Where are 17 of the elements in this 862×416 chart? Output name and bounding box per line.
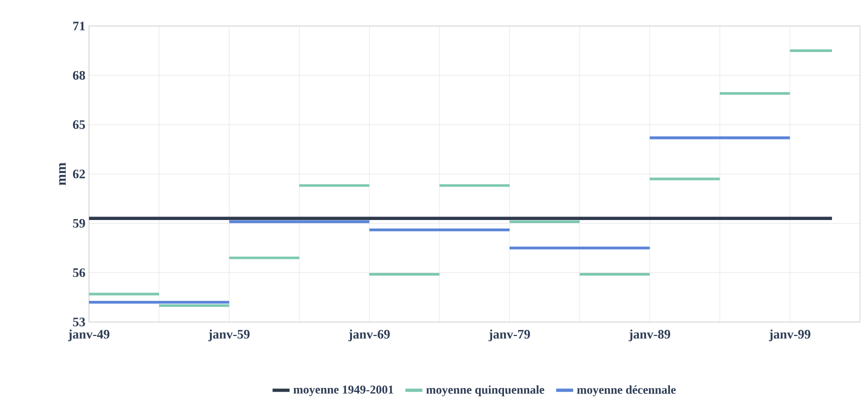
x-tick-label: janv-79 [488,330,530,342]
y-tick-label: 65 [72,120,86,130]
x-tick-label: janv-99 [768,330,810,342]
x-tick-label: janv-59 [208,330,250,342]
legend-label: moyenne 1949-2001 [293,386,394,396]
legend-label: moyenne décennale [577,385,676,396]
x-tick-label: janv-49 [68,330,110,342]
y-tick-label: 68 [72,70,86,80]
y-tick-label: 53 [73,318,86,326]
legend-label: moyenne quinquennale [426,385,544,396]
y-tick-label: 62 [72,170,85,178]
y-tick-label: 56 [73,268,86,278]
x-tick-label: janv-89 [628,330,670,342]
y-tick-label: 59 [73,218,86,228]
x-tick-label: janv-69 [348,330,390,342]
y-axis-title: mm [59,162,66,186]
y-tick-label: 71 [73,22,85,30]
